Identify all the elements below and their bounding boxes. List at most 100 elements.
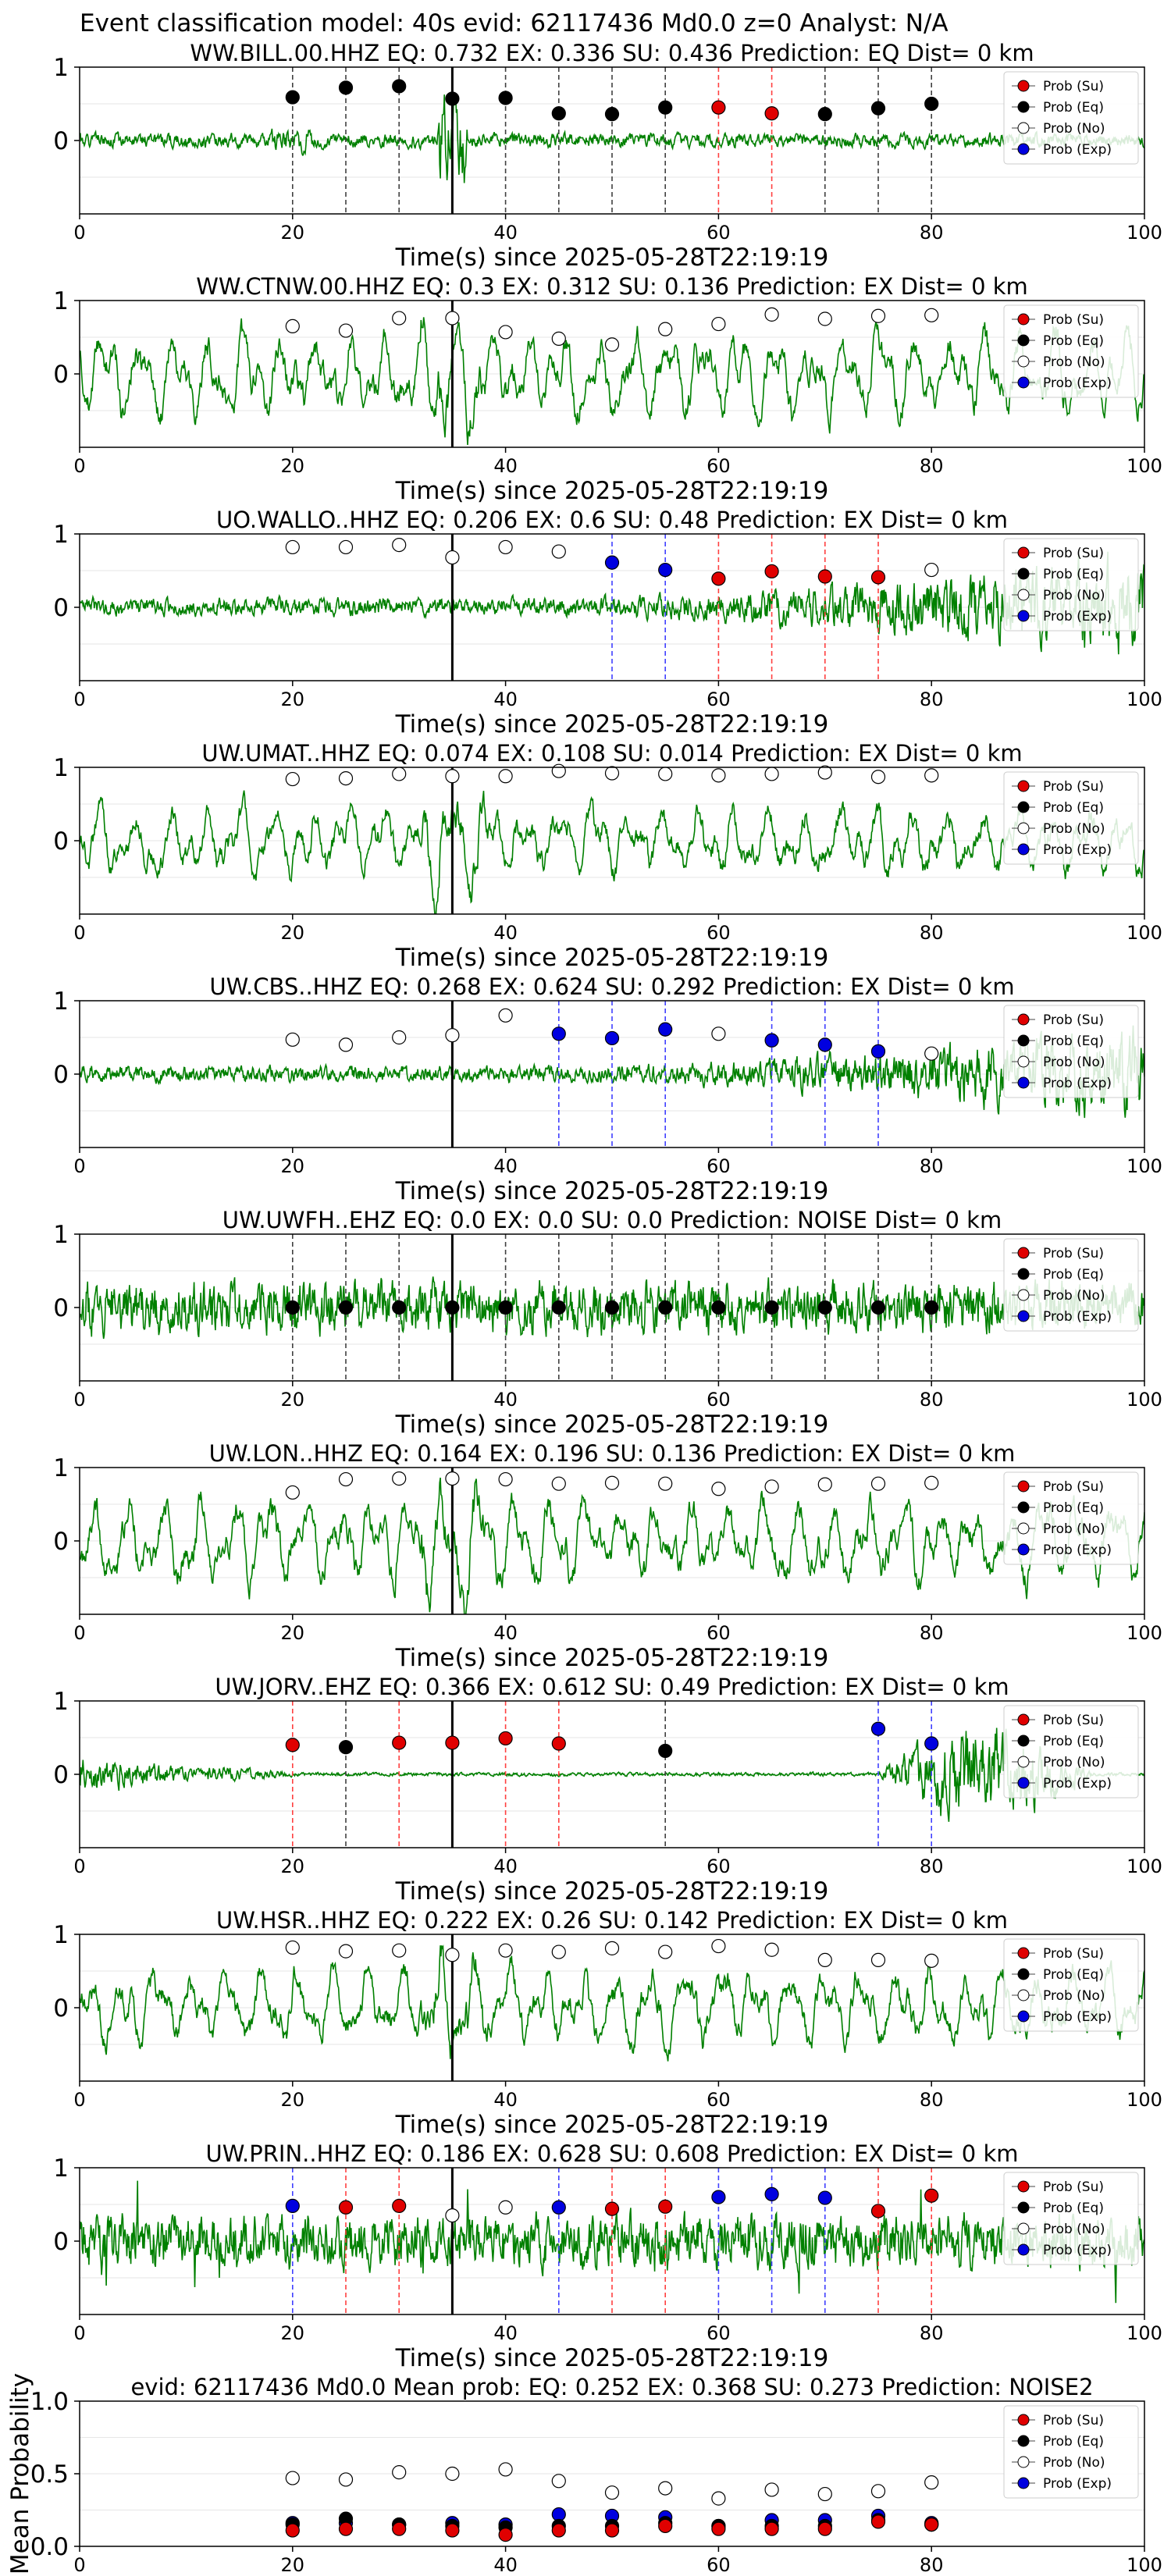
prob-point-no bbox=[551, 1944, 566, 1959]
x-tick-label: 0 bbox=[73, 922, 85, 944]
legend-label-no: Prob (No) bbox=[1043, 2455, 1105, 2471]
legend-label-su: Prob (Su) bbox=[1043, 546, 1104, 561]
prob-point-no bbox=[551, 331, 566, 346]
x-tick-label: 60 bbox=[707, 1155, 731, 1177]
legend-box bbox=[1003, 2405, 1139, 2499]
mean-point-no bbox=[870, 2484, 886, 2499]
x-tick-label: 20 bbox=[281, 2089, 305, 2111]
legend-marker-su bbox=[1017, 1947, 1030, 1959]
x-tick-label: 60 bbox=[707, 1856, 731, 1877]
x-tick-label: 80 bbox=[920, 688, 944, 710]
panel-title: WW.CTNW.00.HHZ EQ: 0.3 EX: 0.312 SU: 0.1… bbox=[196, 273, 1028, 300]
prob-point-no bbox=[445, 1471, 460, 1486]
x-axis-label: Time(s) since 2025-05-28T22:19:19 bbox=[395, 944, 829, 972]
legend-marker-su bbox=[1017, 2180, 1030, 2193]
prob-point-exp bbox=[658, 1022, 673, 1037]
panel-2: WW.CTNW.00.HHZ EQ: 0.3 EX: 0.312 SU: 0.1… bbox=[53, 273, 1162, 505]
legend-label-eq: Prob (Eq) bbox=[1043, 800, 1104, 816]
plot-frame bbox=[79, 2167, 1145, 2315]
prob-point-no bbox=[604, 337, 620, 352]
prob-point-no bbox=[498, 539, 513, 555]
legend-marker-su bbox=[1017, 1480, 1030, 1493]
prob-point-no bbox=[658, 767, 673, 781]
mean-point-su bbox=[658, 2518, 673, 2534]
legend-label-su: Prob (Su) bbox=[1043, 2413, 1104, 2428]
prob-point-su bbox=[604, 2201, 620, 2216]
panels: WW.BILL.00.HHZ EQ: 0.732 EX: 0.336 SU: 0… bbox=[6, 40, 1162, 2576]
waveform-trace bbox=[80, 1727, 1144, 1822]
prob-point-eq bbox=[764, 1300, 779, 1315]
x-tick-label: 80 bbox=[920, 922, 944, 944]
x-tick-label: 20 bbox=[281, 1389, 305, 1411]
y-tick-label: 0.0 bbox=[30, 2533, 69, 2561]
prob-point-no bbox=[445, 1948, 460, 1962]
legend-marker-su bbox=[1017, 2414, 1030, 2426]
prob-point-eq bbox=[445, 91, 460, 106]
legend-label-exp: Prob (Exp) bbox=[1043, 142, 1112, 158]
prob-point-exp bbox=[285, 2198, 300, 2213]
x-tick-label: 40 bbox=[493, 922, 518, 944]
x-tick-label: 40 bbox=[493, 688, 518, 710]
prob-point-no bbox=[338, 323, 354, 338]
prob-point-eq bbox=[551, 1300, 566, 1315]
x-tick-label: 0 bbox=[73, 2322, 85, 2344]
legend-marker-no bbox=[1017, 122, 1030, 134]
prob-point-no bbox=[285, 771, 300, 787]
legend-label-exp: Prob (Exp) bbox=[1043, 1776, 1112, 1791]
legend: Prob (Su) Prob (Eq) Prob (No) Prob (Exp) bbox=[1003, 304, 1139, 398]
x-tick-label: 100 bbox=[1127, 922, 1162, 944]
legend-label-no: Prob (No) bbox=[1043, 1988, 1105, 2004]
legend-label-no: Prob (No) bbox=[1043, 121, 1105, 137]
legend-marker-no bbox=[1017, 1756, 1030, 1768]
y-axis-label: Mean Probability bbox=[6, 2373, 34, 2574]
plot-frame bbox=[79, 2400, 1145, 2547]
mean-point-su bbox=[764, 2521, 779, 2536]
prob-point-no bbox=[711, 1938, 726, 1954]
legend-label-su: Prob (Su) bbox=[1043, 1012, 1104, 1028]
x-tick-label: 100 bbox=[1127, 2554, 1162, 2576]
panel-title: UW.UWFH..EHZ EQ: 0.0 EX: 0.0 SU: 0.0 Pre… bbox=[222, 1207, 1002, 1233]
legend: Prob (Su) Prob (Eq) Prob (No) Prob (Exp) bbox=[1003, 2405, 1139, 2499]
legend-label-eq: Prob (Eq) bbox=[1043, 567, 1104, 582]
legend-marker-no bbox=[1017, 1055, 1030, 1068]
x-tick-label: 80 bbox=[920, 2322, 944, 2344]
prob-point-su bbox=[658, 2199, 673, 2214]
prob-point-no bbox=[445, 550, 460, 565]
x-tick-label: 40 bbox=[493, 455, 518, 477]
legend-box bbox=[1003, 1238, 1139, 1332]
plot-frame bbox=[79, 1233, 1145, 1382]
x-axis-label: Time(s) since 2025-05-28T22:19:19 bbox=[395, 2111, 829, 2139]
x-tick-label: 20 bbox=[281, 1856, 305, 1877]
prob-point-no bbox=[392, 1471, 407, 1486]
x-tick-label: 80 bbox=[920, 1622, 944, 1644]
prob-point-su bbox=[711, 100, 726, 115]
prob-point-eq bbox=[285, 1300, 300, 1315]
legend-label-exp: Prob (Exp) bbox=[1043, 609, 1112, 624]
waveform-trace bbox=[80, 1944, 1144, 2062]
prob-point-no bbox=[870, 1476, 886, 1491]
legend-marker-su bbox=[1017, 313, 1030, 326]
prob-point-eq bbox=[285, 90, 300, 105]
prob-point-no bbox=[924, 1475, 939, 1490]
y-tick-label: 0 bbox=[53, 1761, 69, 1789]
legend-box bbox=[1003, 71, 1139, 165]
prob-point-no bbox=[658, 1476, 673, 1491]
panel-9: UW.HSR..HHZ EQ: 0.222 EX: 0.26 SU: 0.142… bbox=[53, 1907, 1162, 2139]
y-tick-label: 0 bbox=[53, 594, 69, 622]
prob-point-eq bbox=[392, 79, 407, 94]
prob-point-eq bbox=[870, 1300, 886, 1315]
legend-marker-eq bbox=[1017, 2201, 1030, 2214]
legend-marker-exp bbox=[1017, 2010, 1030, 2023]
legend-box bbox=[1003, 1705, 1139, 1799]
prob-point-no bbox=[392, 1030, 407, 1045]
prob-point-no bbox=[445, 1028, 460, 1043]
x-tick-label: 40 bbox=[493, 2554, 518, 2576]
legend-label-no: Prob (No) bbox=[1043, 1288, 1105, 1304]
waveform-trace bbox=[80, 1477, 1144, 1614]
prob-point-no bbox=[498, 1008, 513, 1023]
prob-point-su bbox=[764, 564, 779, 579]
legend-label-eq: Prob (Eq) bbox=[1043, 1967, 1104, 1983]
legend-marker-eq bbox=[1017, 1268, 1030, 1280]
prob-point-no bbox=[817, 1952, 832, 1967]
prob-point-eq bbox=[445, 1300, 460, 1315]
